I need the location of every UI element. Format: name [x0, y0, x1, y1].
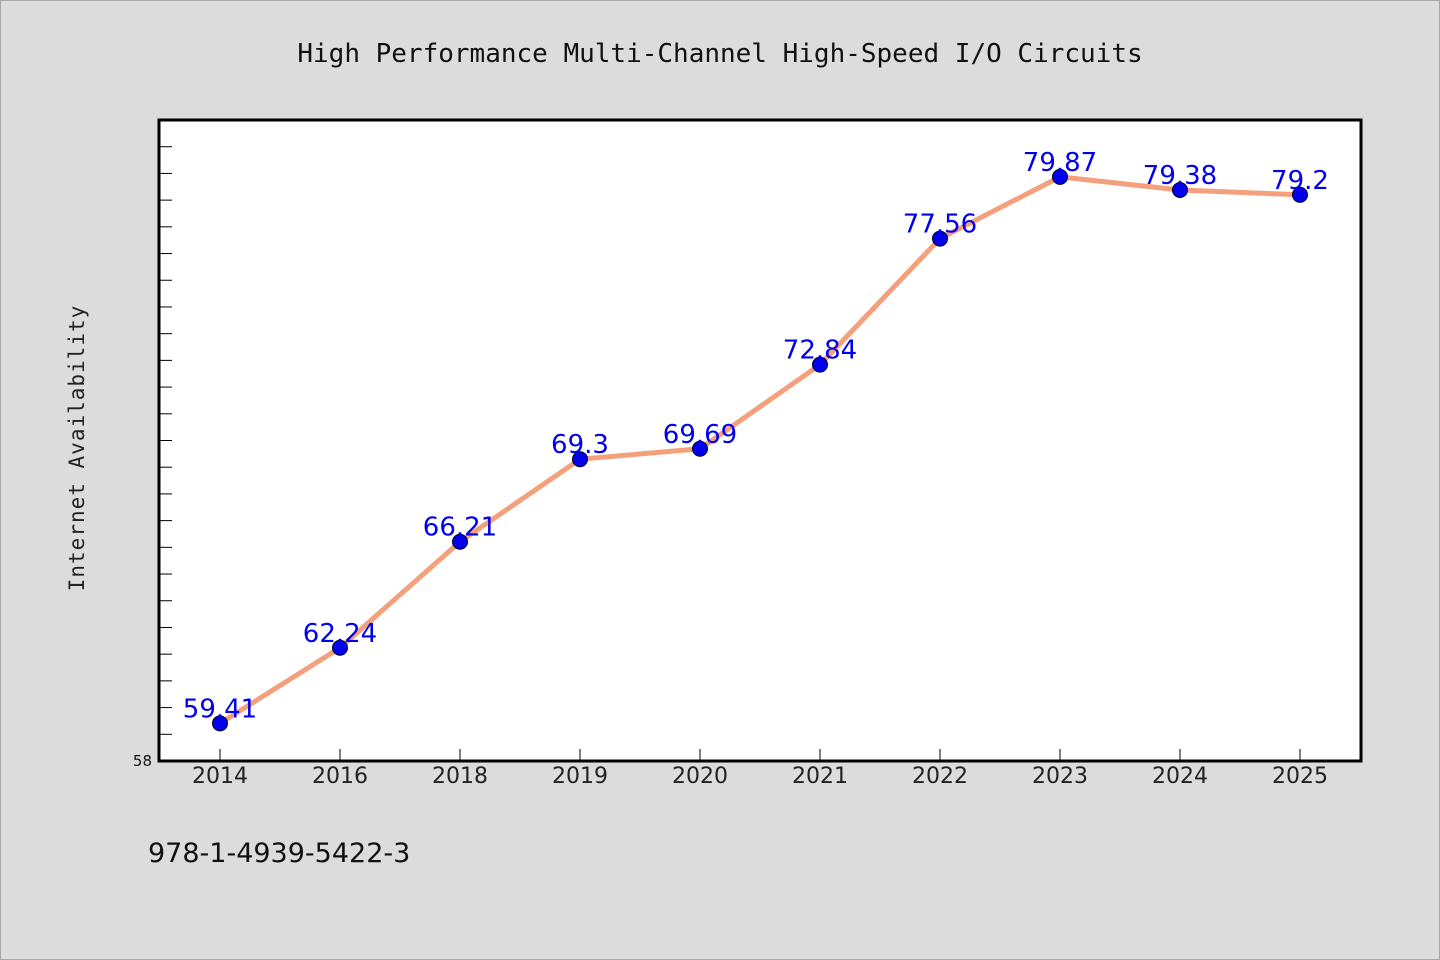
x-tick-label: 2018 — [432, 764, 488, 789]
x-tick-label: 2025 — [1272, 764, 1328, 789]
data-label: 79.38 — [1143, 161, 1217, 191]
data-point — [692, 440, 708, 457]
data-point — [332, 639, 348, 656]
data-label: 79.2 — [1271, 166, 1329, 196]
x-tick-label: 2023 — [1032, 764, 1088, 789]
x-tick-label: 2014 — [192, 764, 248, 789]
data-label: 69.69 — [663, 420, 737, 450]
x-axis-ticks: 2014 2016 2018 2019 2020 2021 2022 2023 2024 2025 — [192, 749, 1328, 789]
data-point — [1292, 186, 1308, 203]
data-point — [212, 715, 228, 732]
y-axis-label: Internet Availability — [65, 305, 89, 592]
data-label: 66.21 — [423, 513, 497, 543]
plot-area — [157, 118, 1363, 763]
x-tick-label: 2016 — [312, 764, 368, 789]
data-label: 72.84 — [783, 336, 857, 366]
data-label: 79.87 — [1023, 148, 1097, 178]
y-tick-label: 58 — [133, 752, 152, 770]
y-axis-ticks: 58 — [133, 146, 172, 770]
isbn-footer: 978-1-4939-5422-3 — [148, 838, 410, 869]
x-tick-label: 2021 — [792, 764, 848, 789]
chart-title: High Performance Multi-Channel High-Spee… — [297, 39, 1142, 69]
data-label: 69.3 — [551, 430, 609, 460]
data-label: 77.56 — [903, 210, 977, 240]
data-point — [932, 230, 948, 247]
data-point — [812, 356, 828, 373]
data-point — [1052, 168, 1068, 185]
x-tick-label: 2022 — [912, 764, 968, 789]
data-point — [1172, 181, 1188, 198]
data-markers — [212, 168, 1308, 732]
series-line — [217, 174, 1303, 726]
x-tick-label: 2019 — [552, 764, 608, 789]
x-tick-label: 2024 — [1152, 764, 1208, 789]
data-point — [572, 451, 588, 468]
data-point — [452, 533, 468, 550]
data-labels: 59.41 62.24 66.21 69.3 69.69 72.84 77.56 79.87 7… — [183, 148, 1329, 724]
x-tick-label: 2020 — [672, 764, 728, 789]
data-label: 59.41 — [183, 694, 257, 724]
data-label: 62.24 — [303, 619, 377, 649]
